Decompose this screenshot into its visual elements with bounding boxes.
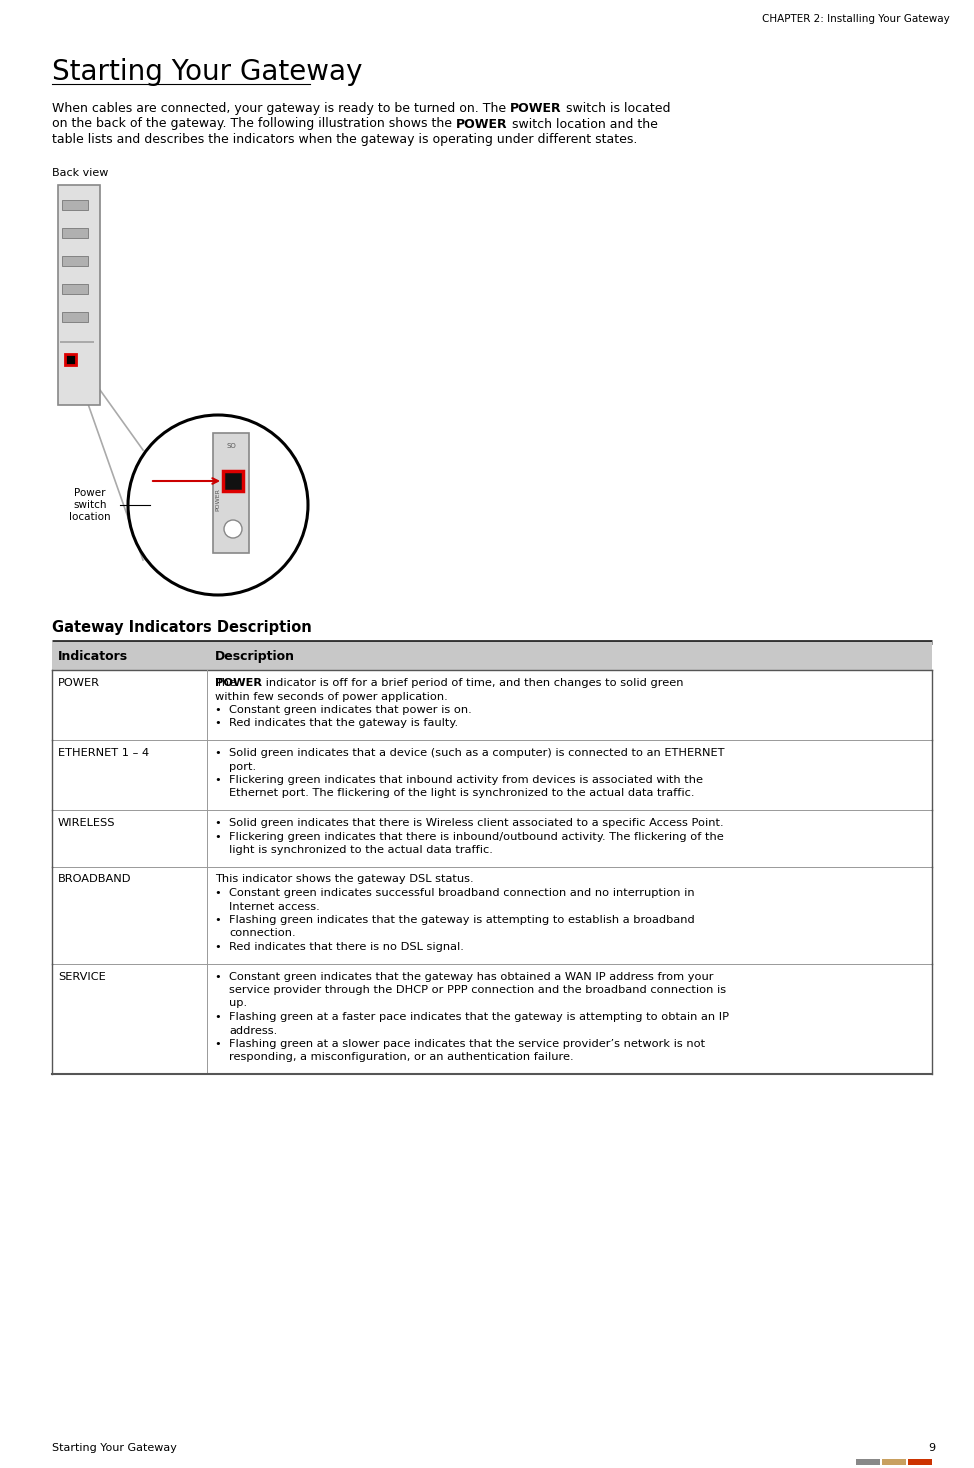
Bar <box>65 354 76 366</box>
Bar <box>908 1459 932 1465</box>
Bar <box>60 341 94 344</box>
Bar <box>62 255 88 266</box>
Text: ETHERNET 1 – 4: ETHERNET 1 – 4 <box>58 749 149 757</box>
Text: within few seconds of power application.: within few seconds of power application. <box>215 691 448 702</box>
Circle shape <box>128 415 308 595</box>
Text: •  Red indicates that the gateway is faulty.: • Red indicates that the gateway is faul… <box>215 718 458 728</box>
Text: •  Flickering green indicates that there is inbound/outbound activity. The flick: • Flickering green indicates that there … <box>215 831 724 841</box>
Text: Starting Your Gateway: Starting Your Gateway <box>52 59 362 87</box>
Text: SO: SO <box>226 443 236 449</box>
Text: Back view: Back view <box>52 167 108 178</box>
Text: •  Flashing green indicates that the gateway is attempting to establish a broadb: • Flashing green indicates that the gate… <box>215 915 694 925</box>
Text: light is synchronized to the actual data traffic.: light is synchronized to the actual data… <box>229 846 493 854</box>
Text: address.: address. <box>229 1026 278 1035</box>
Bar <box>856 1459 880 1465</box>
Text: 9: 9 <box>928 1443 935 1453</box>
Text: •  Solid green indicates that there is Wireless client associated to a specific : • Solid green indicates that there is Wi… <box>215 818 724 828</box>
Text: POWER: POWER <box>215 487 220 511</box>
Bar <box>62 313 88 321</box>
Text: table lists and describes the indicators when the gateway is operating under dif: table lists and describes the indicators… <box>52 134 637 145</box>
Text: port.: port. <box>229 762 256 772</box>
Text: •  Constant green indicates that power is on.: • Constant green indicates that power is… <box>215 705 471 715</box>
Text: •  Constant green indicates successful broadband connection and no interruption : • Constant green indicates successful br… <box>215 888 694 898</box>
Text: indicator is off for a brief period of time, and then changes to solid green: indicator is off for a brief period of t… <box>262 678 684 688</box>
Bar <box>62 283 88 294</box>
Text: •  Solid green indicates that a device (such as a computer) is connected to an E: • Solid green indicates that a device (s… <box>215 749 725 757</box>
Text: When cables are connected, your gateway is ready to be turned on. The: When cables are connected, your gateway … <box>52 101 510 115</box>
Text: Starting Your Gateway: Starting Your Gateway <box>52 1443 177 1453</box>
Text: SERVICE: SERVICE <box>58 972 106 982</box>
Circle shape <box>224 520 242 537</box>
Text: •  Constant green indicates that the gateway has obtained a WAN IP address from : • Constant green indicates that the gate… <box>215 972 714 982</box>
Text: •  Flickering green indicates that inbound activity from devices is associated w: • Flickering green indicates that inboun… <box>215 775 703 785</box>
Text: This indicator shows the gateway DSL status.: This indicator shows the gateway DSL sta… <box>215 875 473 885</box>
Bar <box>213 433 249 553</box>
Bar <box>52 642 932 669</box>
Text: POWER: POWER <box>510 101 562 115</box>
Text: POWER: POWER <box>58 678 100 688</box>
Text: on the back of the gateway. The following illustration shows the: on the back of the gateway. The followin… <box>52 117 456 131</box>
Text: Description: Description <box>215 650 295 664</box>
Text: up.: up. <box>229 998 247 1009</box>
Text: BROADBAND: BROADBAND <box>58 875 131 885</box>
Bar <box>58 185 100 405</box>
Text: POWER: POWER <box>215 678 262 688</box>
Text: Power
switch
location: Power switch location <box>69 489 111 521</box>
Text: •  Flashing green at a slower pace indicates that the service provider’s network: • Flashing green at a slower pace indica… <box>215 1039 705 1050</box>
Text: switch is located: switch is located <box>562 101 670 115</box>
Text: Gateway Indicators Description: Gateway Indicators Description <box>52 619 312 636</box>
Text: The: The <box>215 678 240 688</box>
Text: POWER: POWER <box>456 117 507 131</box>
Text: CHAPTER 2: Installing Your Gateway: CHAPTER 2: Installing Your Gateway <box>763 15 950 23</box>
Bar <box>882 1459 906 1465</box>
Bar <box>62 228 88 238</box>
Bar <box>223 471 243 490</box>
Text: Ethernet port. The flickering of the light is synchronized to the actual data tr: Ethernet port. The flickering of the lig… <box>229 788 694 799</box>
Text: connection.: connection. <box>229 928 296 938</box>
Text: Indicators: Indicators <box>58 650 129 664</box>
Bar <box>62 200 88 210</box>
Text: service provider through the DHCP or PPP connection and the broadband connection: service provider through the DHCP or PPP… <box>229 985 727 995</box>
Text: switch location and the: switch location and the <box>507 117 657 131</box>
Text: Internet access.: Internet access. <box>229 901 319 912</box>
Text: •  Flashing green at a faster pace indicates that the gateway is attempting to o: • Flashing green at a faster pace indica… <box>215 1011 729 1022</box>
Text: WIRELESS: WIRELESS <box>58 818 116 828</box>
Text: responding, a misconfiguration, or an authentication failure.: responding, a misconfiguration, or an au… <box>229 1053 574 1063</box>
Text: •  Red indicates that there is no DSL signal.: • Red indicates that there is no DSL sig… <box>215 942 464 953</box>
